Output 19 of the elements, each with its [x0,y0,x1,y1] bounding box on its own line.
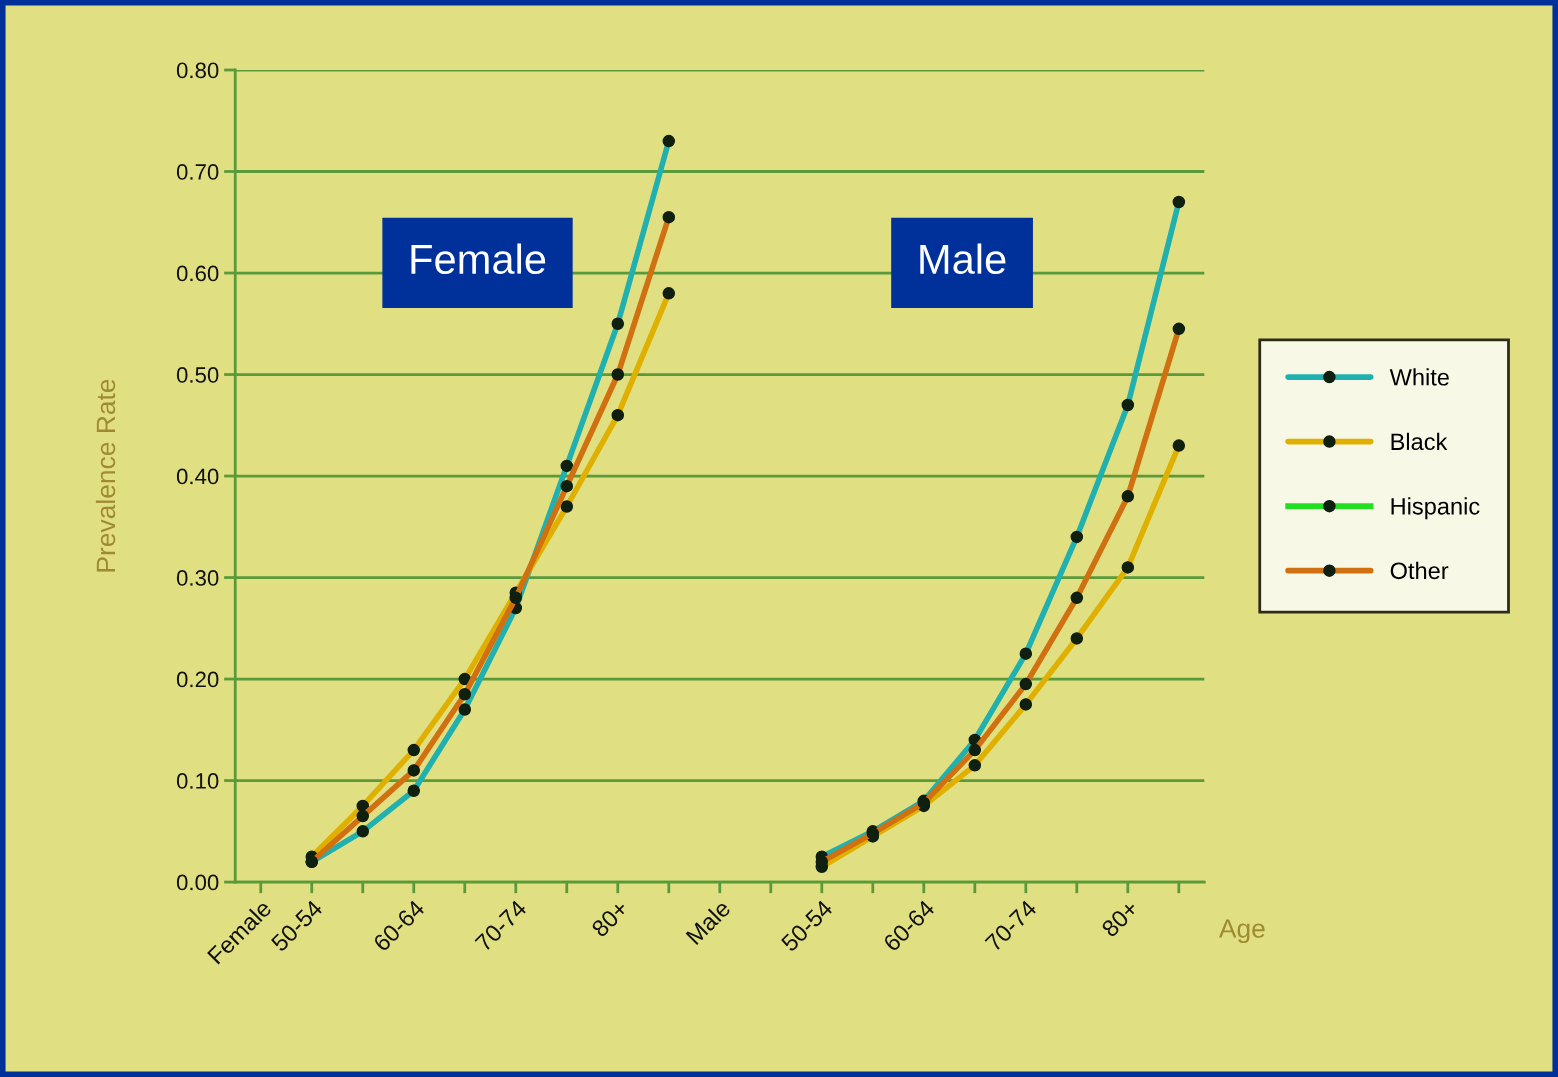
legend-label: Other [1390,561,1449,580]
y-tick-label: 0.50 [176,367,219,383]
legend-label: Black [1391,432,1448,451]
y-tick-label: 0.60 [176,265,219,282]
legend-label: White [1389,368,1449,386]
y-tick-label: 0.80 [176,62,219,79]
y-tick-label: 0.20 [176,671,219,688]
y-tick-label: 0.70 [176,164,219,180]
y-tick-label: 0.00 [176,874,219,891]
y-tick-label: 0.30 [176,570,219,586]
x-tick-label: 80+ [590,899,630,938]
y-tick-label: 0.40 [176,468,219,485]
annotation: Male [920,243,1006,275]
y-tick-label: 0.10 [176,773,219,789]
x-tick-label: 80+ [1100,899,1140,938]
annotation: Female [411,243,546,275]
y-axis-title: Prevalence Rate [95,379,116,572]
x-axis-title: Age [1218,919,1265,944]
legend-label: Hispanic [1391,497,1480,520]
